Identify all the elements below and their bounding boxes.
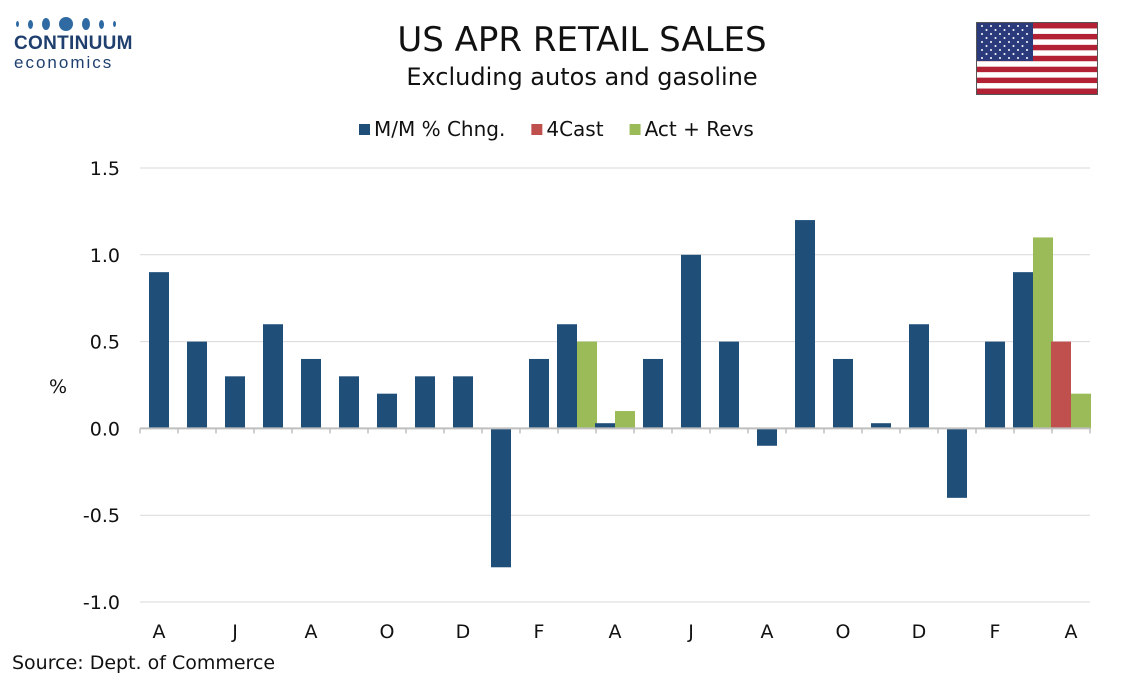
bar	[1033, 237, 1053, 429]
bar	[947, 428, 967, 498]
bar	[453, 376, 473, 429]
bar	[1071, 393, 1091, 429]
bar	[719, 341, 739, 429]
bar	[1051, 341, 1071, 429]
y-axis-label: %	[49, 376, 67, 398]
legend: M/M % Chng. 4Cast Act + Revs	[359, 117, 754, 141]
legend-label: 4Cast	[546, 117, 603, 141]
x-tick-label: A	[761, 621, 774, 643]
legend-swatch	[629, 124, 641, 135]
bar	[339, 376, 359, 429]
x-tick-label: A	[1065, 621, 1078, 643]
bar	[615, 411, 635, 429]
bar	[909, 324, 929, 429]
axes: 1.5 1.0 0.5 0.0 -0.5 -1.0% A J A O D F A J A O D F A	[49, 158, 1091, 643]
logo-subtitle: economics	[14, 53, 114, 72]
bar	[263, 324, 283, 429]
x-tick-label: A	[153, 621, 166, 643]
x-tick-label: J	[231, 621, 238, 643]
x-tick-label: D	[456, 621, 471, 643]
bar	[985, 341, 1005, 429]
x-tick-label: D	[912, 621, 927, 643]
legend-label: Act + Revs	[645, 117, 754, 141]
x-tick-label: A	[305, 621, 318, 643]
chart-title: US APR RETAIL SALES	[397, 20, 767, 60]
legend-swatch	[531, 124, 543, 135]
bar	[795, 220, 815, 429]
x-tick-label: J	[687, 621, 694, 643]
company-logo: CONTINUUM economics	[14, 14, 144, 72]
bar	[301, 358, 321, 429]
bar	[377, 393, 397, 429]
bar	[225, 376, 245, 429]
legend-label: M/M % Chng.	[374, 117, 505, 141]
bar	[577, 341, 597, 429]
bar	[833, 358, 853, 429]
legend-swatch	[359, 124, 370, 135]
bar	[149, 272, 169, 429]
source-note: Source: Dept. of Commerce	[12, 652, 276, 674]
y-tick-label: 0.5	[90, 332, 120, 354]
x-tick-label: O	[836, 621, 851, 643]
bar	[491, 428, 511, 568]
y-tick-label: -0.5	[83, 505, 120, 527]
bar	[529, 358, 549, 429]
x-tick-label: F	[990, 621, 1001, 643]
x-tick-label: O	[380, 621, 395, 643]
x-tick-label: A	[609, 621, 622, 643]
bar	[757, 428, 777, 446]
bar	[871, 423, 891, 429]
logo-dots-icon	[14, 14, 144, 34]
bar	[595, 423, 615, 429]
bar	[1013, 272, 1033, 429]
bar	[557, 324, 577, 429]
bar	[415, 376, 435, 429]
chart-subtitle: Excluding autos and gasoline	[406, 63, 758, 91]
bar	[187, 341, 207, 429]
bars	[149, 220, 1091, 568]
y-tick-label: 0.0	[90, 418, 120, 440]
y-tick-label: 1.5	[90, 158, 120, 180]
bar	[643, 358, 663, 429]
y-tick-label: -1.0	[83, 592, 120, 614]
y-tick-label: 1.0	[90, 245, 120, 267]
logo-name: CONTINUUM	[14, 33, 133, 54]
x-tick-label: F	[534, 621, 545, 643]
us-flag-icon	[976, 22, 1098, 95]
bar	[681, 254, 701, 429]
